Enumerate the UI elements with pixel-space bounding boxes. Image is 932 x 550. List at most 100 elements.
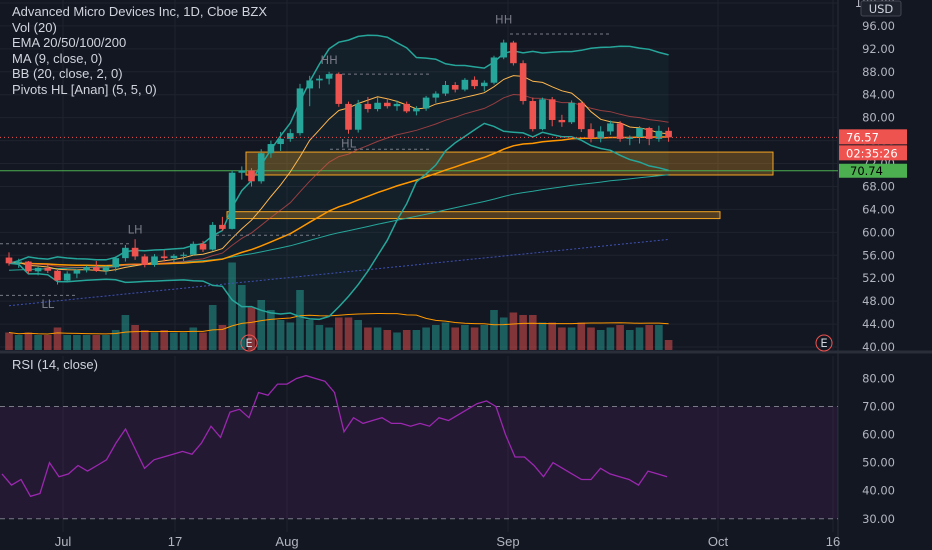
rsi-y-tick-label: 40.00	[862, 484, 895, 498]
y-tick-label: 60.00	[862, 225, 895, 239]
volume-bar	[102, 335, 110, 350]
candle	[248, 168, 255, 187]
candle	[384, 98, 391, 109]
candle-body	[199, 243, 207, 250]
y-tick-label: 88.00	[862, 65, 895, 79]
earnings-marker	[815, 334, 833, 352]
legend-ma[interactable]: MA (9, close, 0)	[12, 50, 103, 66]
candle-body	[568, 102, 575, 123]
candle	[190, 241, 197, 256]
x-tick-label: Sep	[496, 534, 519, 549]
candle-body	[287, 133, 294, 139]
pivot-label: LH	[128, 222, 143, 236]
candle	[461, 78, 469, 92]
candle-body	[5, 257, 13, 264]
volume-bar	[626, 330, 634, 350]
candle	[471, 76, 478, 89]
candle-body	[645, 127, 653, 139]
candle	[122, 244, 129, 262]
volume-bar	[82, 335, 91, 350]
candle	[83, 265, 90, 273]
candle-body	[277, 138, 284, 145]
candle	[539, 97, 546, 131]
symbol-title[interactable]: Advanced Micro Devices Inc, 1D, Cboe BZX	[12, 4, 268, 19]
volume-bar	[14, 335, 23, 350]
candle-body	[548, 99, 556, 120]
candle-body	[160, 256, 168, 259]
pivot-label: HH	[320, 53, 337, 67]
volume-bar	[179, 332, 188, 350]
volume-bar	[432, 325, 440, 350]
volume-bar	[490, 310, 498, 350]
candle	[238, 166, 246, 180]
candle-body	[403, 103, 410, 112]
candle-body	[141, 256, 149, 266]
y-tick-label: 96.00	[862, 19, 895, 33]
candle	[131, 239, 139, 260]
volume-bar	[558, 327, 566, 350]
candle-body	[73, 270, 81, 274]
candle	[510, 40, 517, 66]
candle-body	[15, 261, 22, 264]
candle	[607, 120, 614, 135]
volume-bar	[257, 300, 265, 350]
volume-bar	[587, 327, 595, 350]
candle	[393, 100, 401, 111]
candle	[422, 95, 430, 111]
candle	[73, 269, 81, 279]
candle	[209, 222, 216, 251]
candle-body	[325, 74, 333, 79]
rsi-y-tick-label: 70.00	[862, 400, 895, 414]
candle-body	[54, 270, 61, 281]
legend-bb[interactable]: BB (20, close, 2, 0)	[12, 66, 123, 81]
candle-body	[626, 137, 634, 139]
y-tick-label: 92.00	[862, 42, 895, 56]
candle	[219, 216, 226, 231]
y-tick-label: 80.00	[862, 111, 895, 125]
candle	[597, 126, 604, 143]
candle-body	[112, 258, 119, 268]
rsi-y-tick-label: 60.00	[862, 428, 895, 442]
candle	[54, 269, 61, 285]
candle	[665, 127, 672, 142]
volume-bar	[422, 327, 430, 350]
candle	[25, 261, 32, 274]
candle-body	[607, 123, 614, 132]
legend-pivots[interactable]: Pivots HL [Anan] (5, 5, 0)	[12, 81, 157, 97]
candle-body	[296, 88, 304, 134]
volume-bar	[189, 327, 198, 350]
candle	[529, 97, 537, 132]
countdown-tag	[839, 145, 907, 161]
volume-bar	[170, 332, 178, 350]
bollinger-lower-line	[8, 122, 669, 321]
candle-body	[442, 84, 449, 94]
y-tick-label: 52.00	[862, 271, 895, 285]
volume-bar	[247, 307, 256, 350]
candle	[325, 71, 333, 85]
legend-volume[interactable]: Vol (20)	[12, 19, 57, 35]
rsi-line	[1, 374, 668, 498]
volume-bar	[393, 332, 401, 350]
candle-body	[306, 80, 313, 89]
y-tick-label: 44.00	[862, 317, 895, 331]
candle-body	[131, 247, 139, 257]
volume-bar	[616, 325, 624, 350]
candle	[655, 125, 663, 142]
candle	[151, 254, 158, 267]
volume-bar	[228, 262, 236, 350]
candle	[645, 126, 653, 146]
candle	[199, 240, 207, 252]
candle-body	[636, 127, 643, 138]
candle	[228, 170, 236, 230]
legend-ema[interactable]: EMA 20/50/100/200	[12, 35, 127, 50]
candle	[296, 83, 304, 136]
candle	[374, 97, 381, 112]
candle	[616, 121, 624, 142]
countdown-value: 02:35:26	[846, 146, 898, 160]
currency-box	[860, 0, 902, 17]
candle-body	[413, 108, 420, 112]
y-tick-label: 68.00	[862, 179, 895, 193]
volume-bar	[451, 327, 459, 350]
rsi-legend[interactable]: RSI (14, close)	[12, 357, 98, 372]
